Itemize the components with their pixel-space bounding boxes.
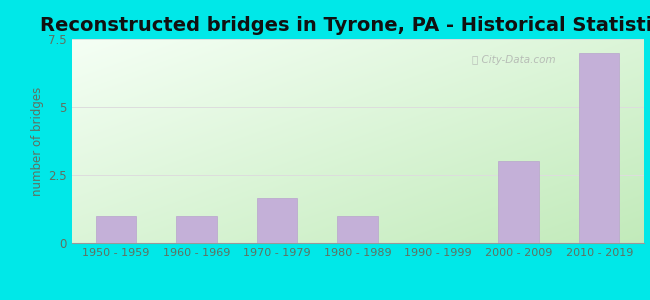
Bar xyxy=(499,161,539,243)
Text: ⓘ City-Data.com: ⓘ City-Data.com xyxy=(472,56,556,65)
Bar xyxy=(176,216,216,243)
Title: Reconstructed bridges in Tyrone, PA - Historical Statistics: Reconstructed bridges in Tyrone, PA - Hi… xyxy=(40,16,650,35)
Bar xyxy=(579,52,619,243)
Bar xyxy=(337,216,378,243)
Y-axis label: number of bridges: number of bridges xyxy=(31,86,44,196)
Bar xyxy=(257,198,297,243)
Bar xyxy=(96,216,136,243)
